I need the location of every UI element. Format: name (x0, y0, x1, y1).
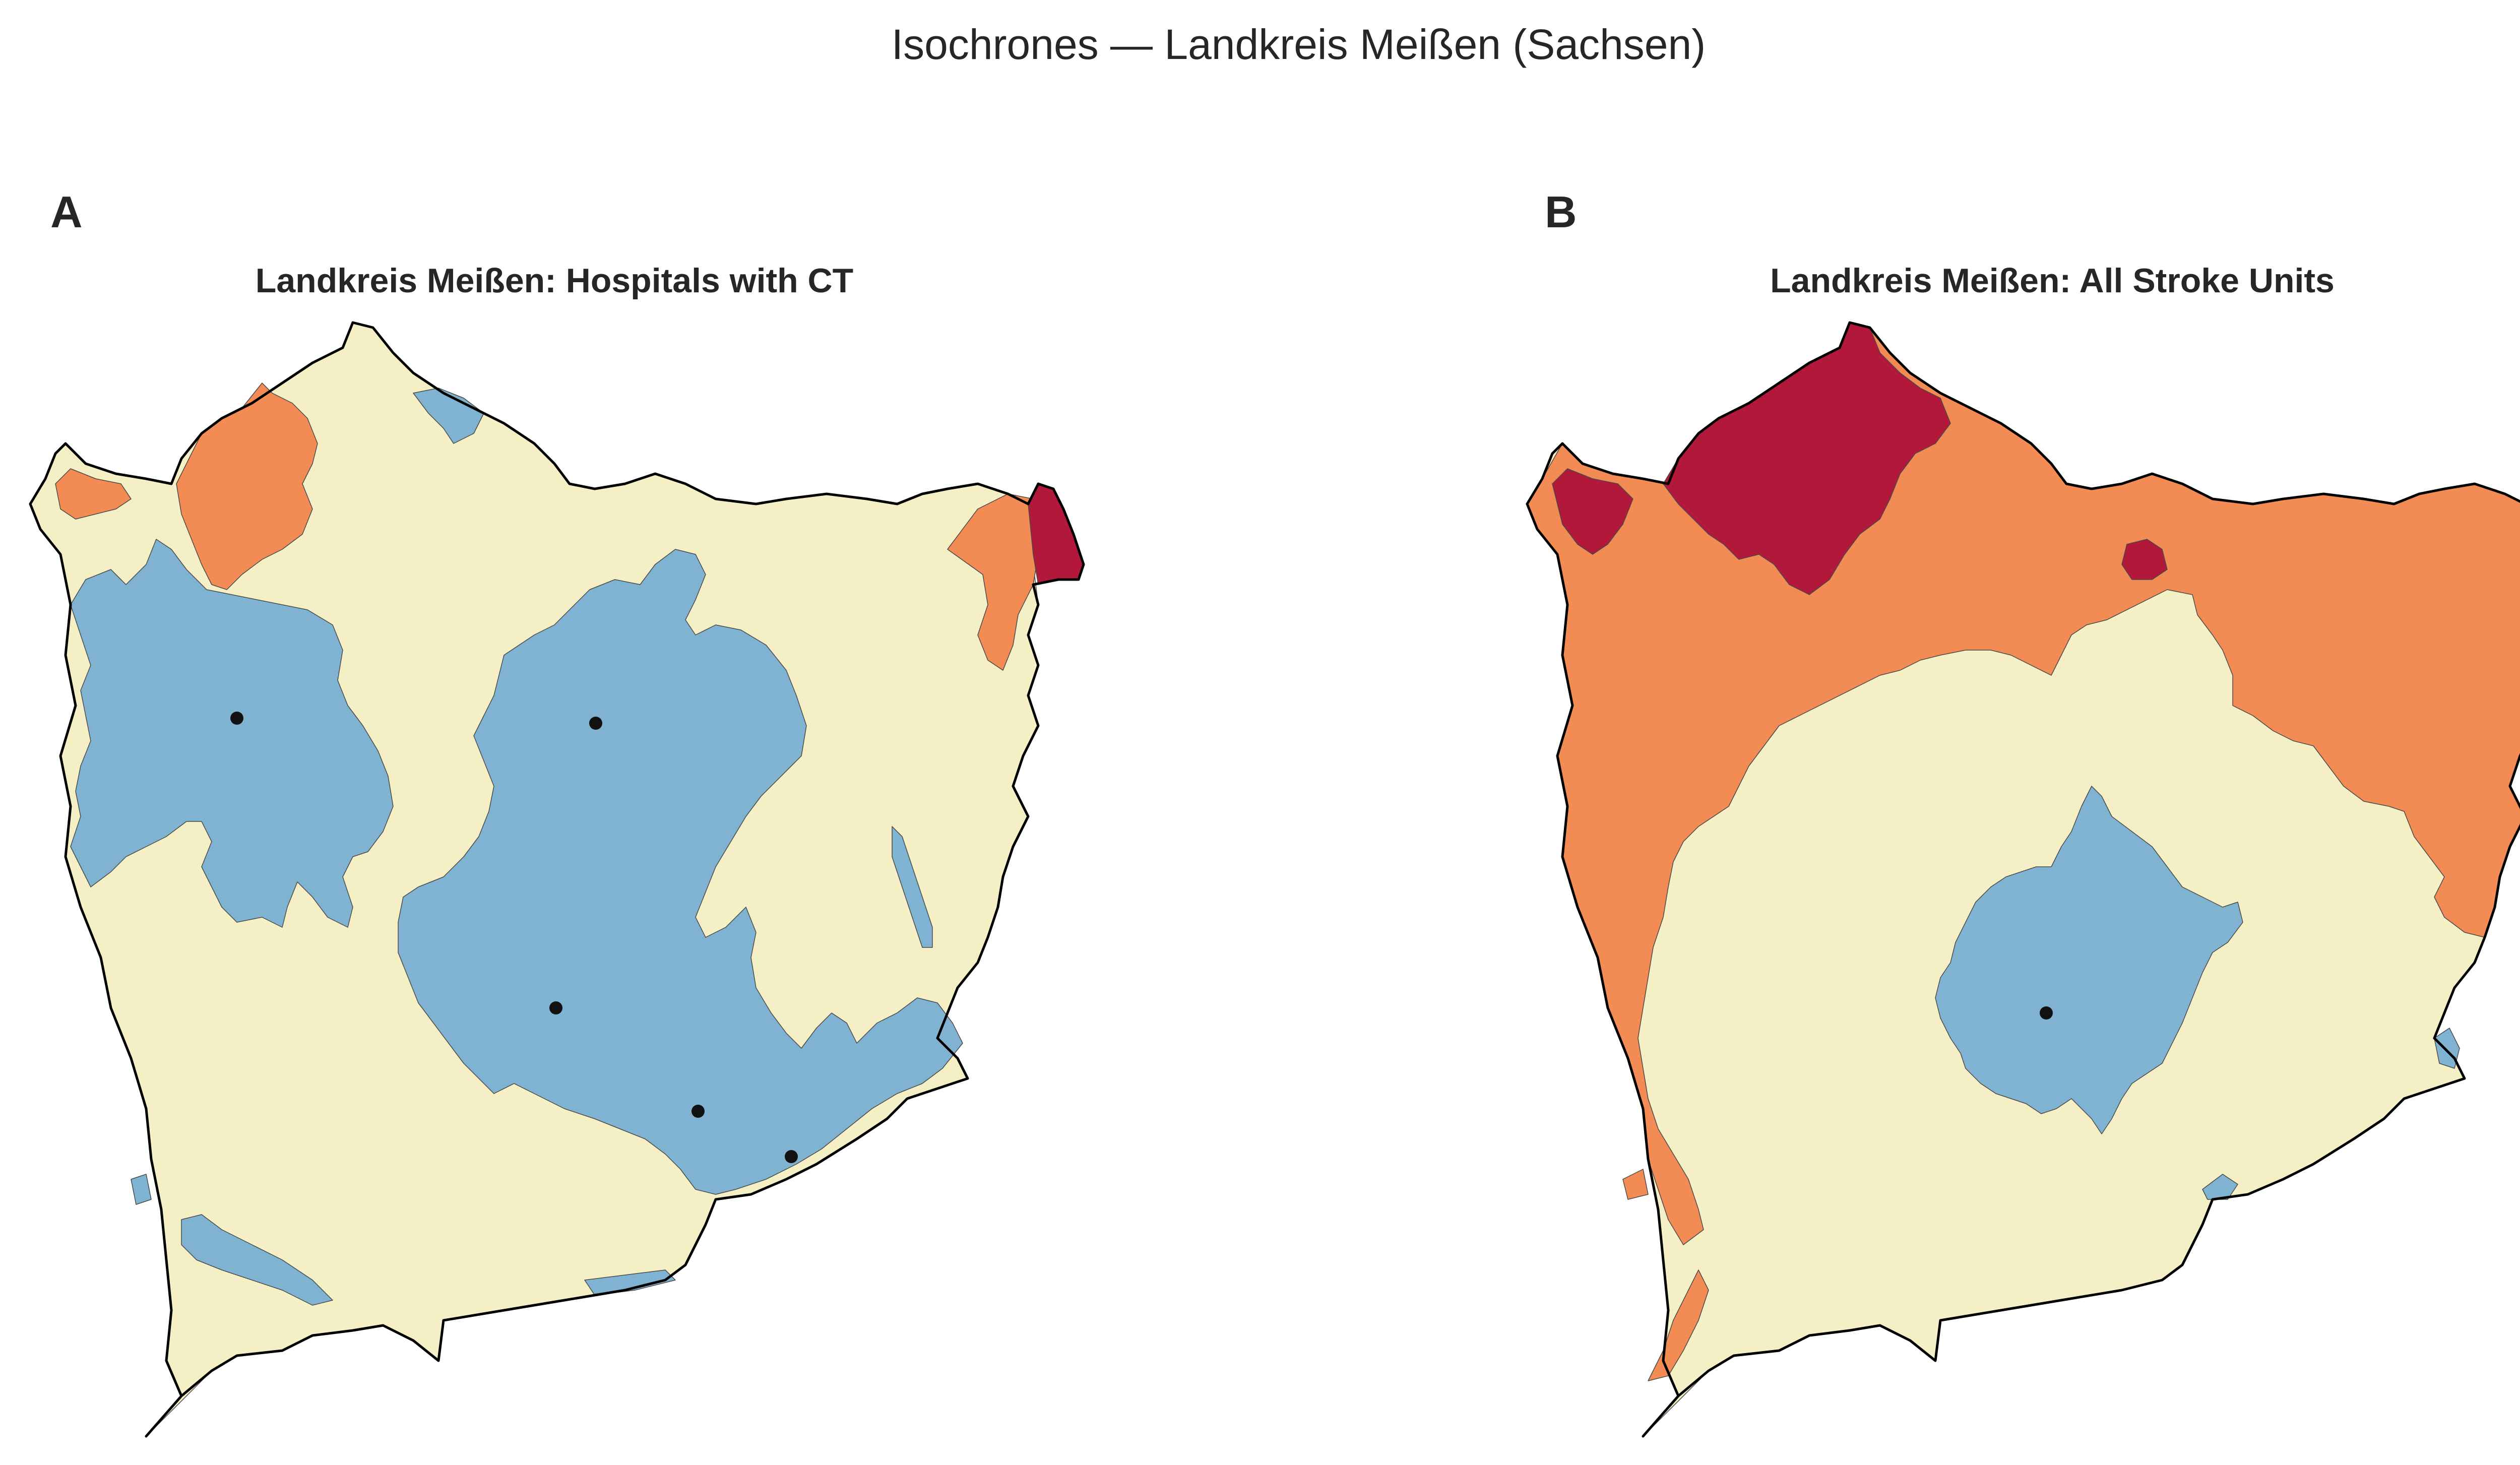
zone-very-slow-b-nw (1552, 468, 1633, 555)
zone-fast-a-w2 (131, 1174, 152, 1205)
zone-slow-a-e (947, 493, 1044, 671)
facility-marker-a-1 (230, 712, 243, 725)
zone-fast-b-central (1935, 786, 2243, 1134)
zone-fast-a-north (413, 388, 484, 444)
zone-fast-a-sw (181, 1214, 333, 1306)
panel-a-letter: A (50, 187, 83, 237)
zone-fast-a-ribbon (892, 826, 933, 948)
county-border-a (29, 321, 1085, 1438)
figure-title: Isochrones — Landkreis Meißen (Sachsen) (891, 21, 1706, 68)
panel-a-title: Landkreis Meißen: Hospitals with CT (255, 262, 854, 300)
zone-very-slow-b-islet (2121, 539, 2168, 580)
zone-fast-b-se (2202, 1174, 2238, 1200)
facility-marker-a-2 (589, 717, 602, 730)
map-panel-b (1526, 321, 2520, 1438)
facility-marker-a-5 (785, 1150, 798, 1163)
facility-marker-a-3 (549, 1001, 562, 1014)
zone-fast-a-central (398, 549, 963, 1195)
zone-very-slow-a-ne (1028, 483, 1084, 585)
zone-fast-a-west (70, 539, 394, 928)
map-panel-a (29, 321, 1085, 1438)
zone-slow-b-w2 (1622, 1169, 1649, 1200)
county-border-b (1526, 321, 2520, 1438)
facility-marker-b-1 (2040, 1006, 2053, 1020)
facility-marker-a-4 (691, 1105, 705, 1118)
zone-slow-a-w (55, 468, 132, 520)
panel-b-letter: B (1545, 187, 1577, 237)
panel-b-title: Landkreis Meißen: All Stroke Units (1770, 262, 2335, 300)
